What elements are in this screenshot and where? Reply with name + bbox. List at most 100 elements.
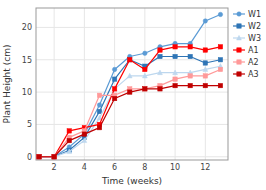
x-tick-label: 6 [112,163,117,172]
point [203,48,207,52]
point [97,93,101,97]
series-line [39,47,220,157]
series [37,67,223,159]
series [37,54,223,159]
point [67,129,71,133]
series-line [39,69,220,156]
series [37,12,223,159]
point [203,67,208,72]
y-axis-label: Plant Height (cm) [2,45,12,124]
point [188,83,192,87]
point [143,51,147,55]
point [128,90,132,94]
point [218,45,222,49]
grid-line [54,8,55,160]
grid-line [36,156,228,157]
legend-label: A2 [248,58,259,67]
point [97,103,101,107]
point [143,87,147,91]
point [52,154,57,159]
y-tick-label: 0 [27,153,32,162]
point [37,155,41,159]
point [37,155,41,159]
series-line [39,66,220,157]
point [158,87,162,91]
x-tick-label: 10 [170,163,180,172]
point [97,109,101,113]
point [173,83,177,87]
legend-label: A1 [248,46,259,55]
legend-marker [237,72,241,76]
point [128,58,132,62]
point [127,73,132,78]
point [203,74,207,78]
x-tick-label: 12 [200,163,210,172]
legend-label: W1 [248,10,261,19]
point [37,154,42,159]
series [37,45,223,159]
point [52,155,56,159]
point [37,155,41,159]
grid-line [36,27,228,28]
point [218,12,222,16]
point [173,45,177,49]
point [158,48,162,52]
legend-marker [237,12,241,16]
point [188,54,192,58]
plot-frame [36,8,228,160]
point [37,155,41,159]
legend-entry: A2 [233,58,259,67]
point [112,77,116,81]
series-line [39,57,220,157]
point [52,155,56,159]
point [173,77,177,81]
point [158,54,162,58]
grid [36,8,228,160]
point [188,74,192,78]
legend: W1 W2 W3 A1 A2 A3 [233,10,261,79]
point [97,125,101,129]
point [128,58,132,62]
point [112,87,116,91]
point [142,73,147,78]
legend-entry: W2 [233,22,261,31]
point [203,19,207,23]
legend-label: W3 [248,34,261,43]
y-tick-label: 10 [22,88,32,97]
x-axis-label: Time (weeks) [101,176,162,186]
plot-area [36,8,228,160]
point [82,132,86,136]
point [143,67,147,71]
legend-label: W2 [248,22,261,31]
point [52,155,56,159]
series-line [39,86,220,157]
legend-entry: W3 [233,34,261,43]
legend-label: A3 [248,70,259,79]
point [188,45,192,49]
point [52,155,56,159]
ticks: 2468101205101520 [22,23,211,172]
legend-marker [237,60,241,64]
y-tick-label: 15 [22,56,32,65]
legend-entry: A3 [233,70,259,79]
data [37,12,223,159]
series-line [39,14,220,156]
point [112,96,116,100]
point [218,83,222,87]
x-tick-label: 8 [142,163,147,172]
series [37,83,223,159]
point [67,138,71,142]
legend-marker [237,48,241,52]
point [82,132,86,136]
point [203,83,207,87]
point [203,61,207,65]
point [67,149,72,154]
grid-line [36,124,228,125]
y-tick-label: 5 [27,120,32,129]
chart: 2468101205101520Time (weeks)Plant Height… [0,0,266,190]
point [218,58,222,62]
legend-marker [237,35,242,40]
y-tick-label: 20 [22,23,32,32]
legend-entry: A1 [233,46,259,55]
point [218,67,222,71]
